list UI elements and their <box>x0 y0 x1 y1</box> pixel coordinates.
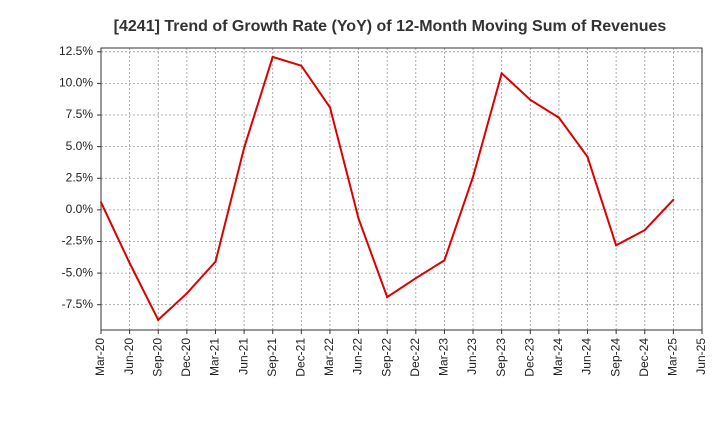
plot-frame <box>100 47 703 331</box>
data-point <box>615 244 618 247</box>
data-point <box>386 296 389 299</box>
y-tick-label: 0.0% <box>66 202 94 216</box>
y-tick-label: 10.0% <box>59 76 93 90</box>
x-tick-label: Mar-21 <box>208 338 222 376</box>
data-point <box>328 106 331 109</box>
x-tick-label: Dec-20 <box>179 338 193 377</box>
grid-lines <box>101 48 702 330</box>
data-point <box>672 198 675 201</box>
x-tick-label: Jun-24 <box>580 338 594 375</box>
data-point <box>586 155 589 158</box>
data-point <box>500 72 503 75</box>
x-tick-label: Mar-24 <box>551 338 565 376</box>
data-point <box>214 260 217 263</box>
data-point <box>100 201 102 204</box>
data-point <box>357 217 360 220</box>
data-point <box>643 229 646 232</box>
data-point <box>443 259 446 262</box>
x-tick-label: Mar-22 <box>322 338 336 376</box>
y-tick-labels: -7.5% -5.0% -2.5% 0.0% 2.5% 5.0% 7.5% 10.0% 12.5… <box>59 44 93 311</box>
y-tick-label: 2.5% <box>66 170 94 184</box>
y-tick-label: 7.5% <box>66 107 94 121</box>
x-tick-labels: Mar-20 Jun-20 Sep-20 Dec-20 Mar-21 Jun-21 Sep-… <box>93 338 708 377</box>
x-tick-label: Sep-20 <box>150 338 164 377</box>
x-tick-label: Sep-23 <box>494 338 508 377</box>
data-point <box>557 116 560 119</box>
y-tick-label: -7.5% <box>62 297 94 311</box>
x-tick-label: Mar-20 <box>93 338 107 376</box>
data-point <box>243 146 246 149</box>
x-tick-label: Dec-22 <box>408 338 422 377</box>
data-point <box>128 261 131 264</box>
y-tick-label: 5.0% <box>66 139 94 153</box>
x-tick-label: Dec-23 <box>522 338 536 377</box>
x-tick-label: Jun-23 <box>465 338 479 375</box>
data-point <box>300 64 303 67</box>
series-layer <box>100 55 675 322</box>
data-point <box>472 175 475 178</box>
x-tick-label: Sep-21 <box>265 338 279 377</box>
axes <box>97 47 703 334</box>
x-tick-label: Sep-24 <box>608 338 622 377</box>
x-tick-label: Mar-25 <box>666 338 680 376</box>
y-tick-label: -5.0% <box>62 265 94 279</box>
x-tick-label: Mar-23 <box>437 338 451 376</box>
x-tick-label: Dec-21 <box>294 338 308 377</box>
chart-title: [4241] Trend of Growth Rate (YoY) of 12-… <box>114 18 667 35</box>
x-tick-label: Jun-25 <box>694 338 708 375</box>
x-tick-label: Jun-21 <box>236 338 250 375</box>
y-tick-label: -2.5% <box>62 234 94 248</box>
data-point <box>157 318 160 321</box>
x-tick-label: Jun-20 <box>122 338 136 375</box>
data-point <box>414 277 417 280</box>
data-point <box>185 292 188 295</box>
data-point <box>529 98 532 101</box>
x-tick-label: Jun-22 <box>351 338 365 375</box>
x-tick-label: Sep-22 <box>379 338 393 377</box>
y-tick-label: 12.5% <box>59 44 93 58</box>
x-tick-label: Dec-24 <box>637 338 651 377</box>
data-point <box>271 55 274 58</box>
